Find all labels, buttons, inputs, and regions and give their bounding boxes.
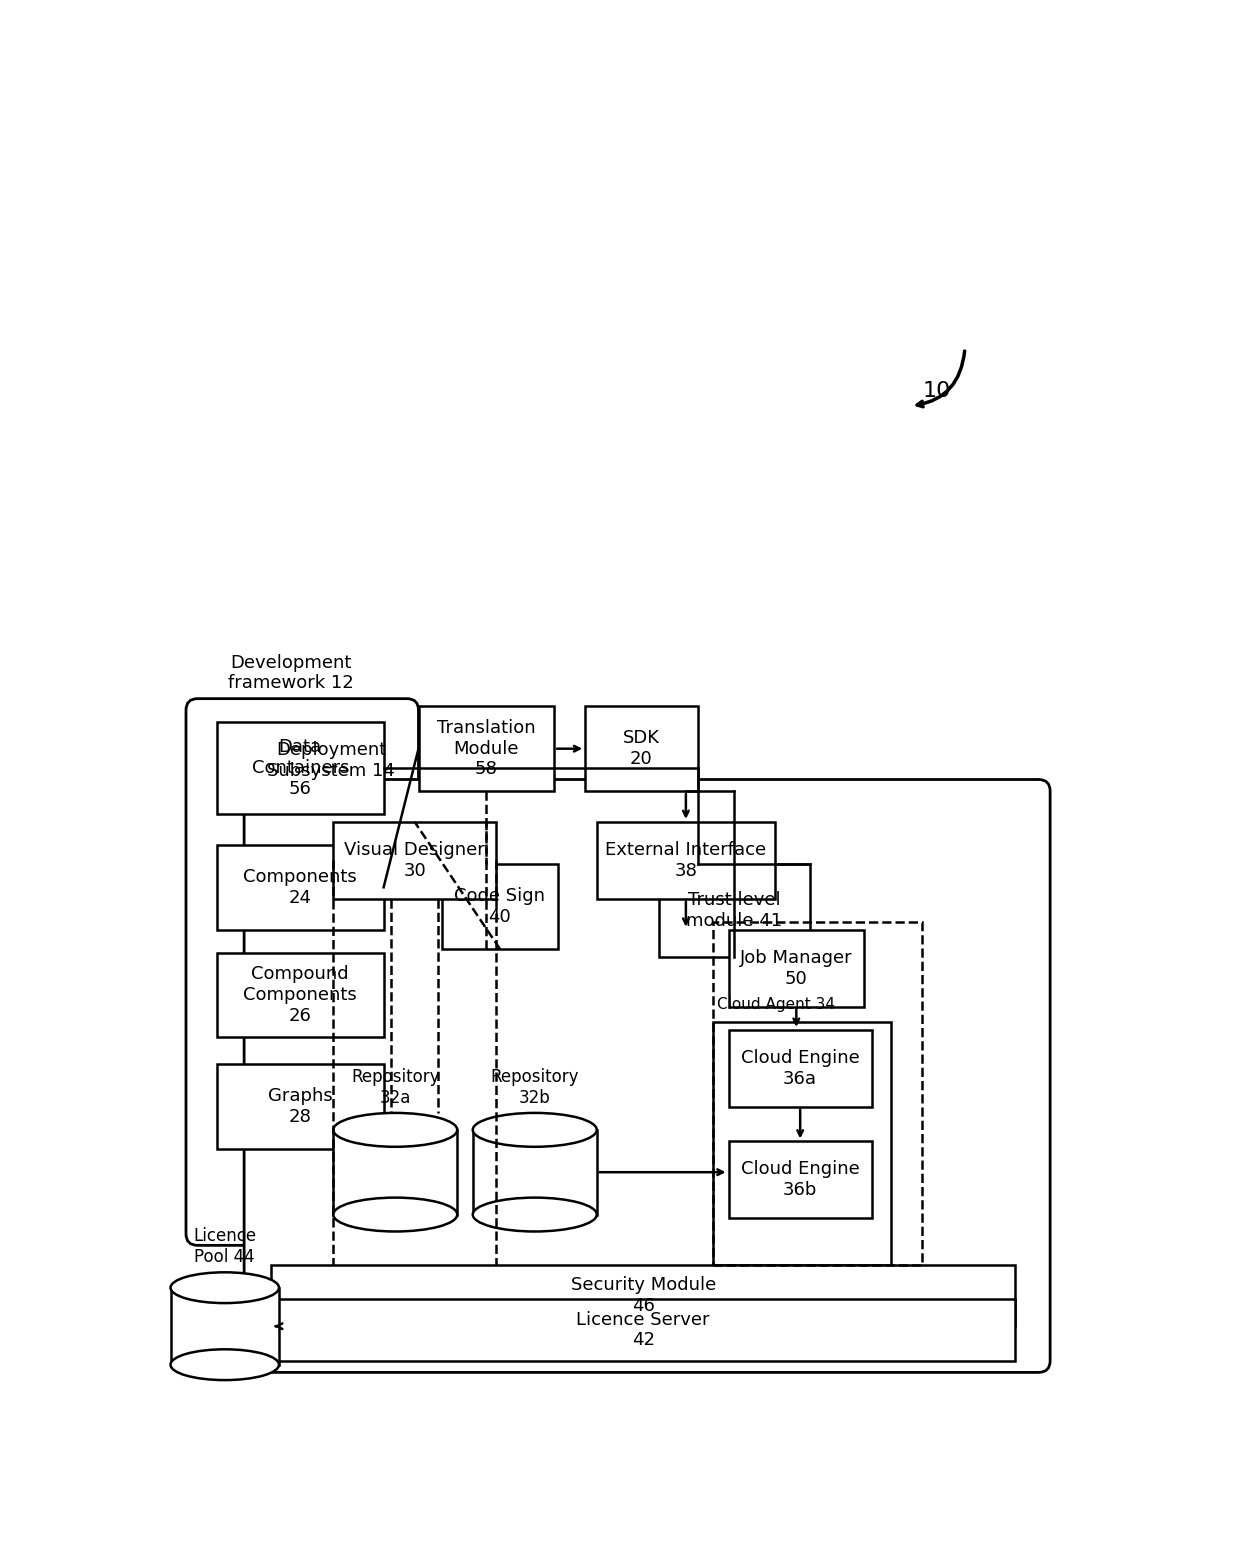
Bar <box>217 953 383 1037</box>
Bar <box>217 844 383 930</box>
Bar <box>217 1065 383 1149</box>
Text: Data
Containers
56: Data Containers 56 <box>252 739 350 798</box>
Ellipse shape <box>472 1113 596 1146</box>
Bar <box>729 1029 872 1107</box>
Text: Trust level
module 41: Trust level module 41 <box>686 891 782 930</box>
Bar <box>658 865 810 956</box>
Ellipse shape <box>472 1197 596 1232</box>
Text: Code Sign
40: Code Sign 40 <box>454 888 546 925</box>
Text: Deployment
Subsystem 14: Deployment Subsystem 14 <box>268 740 396 779</box>
Text: Cloud Agent 34: Cloud Agent 34 <box>717 997 835 1012</box>
Ellipse shape <box>171 1350 279 1381</box>
Text: Cloud Engine
36b: Cloud Engine 36b <box>740 1160 859 1199</box>
Ellipse shape <box>334 1113 458 1146</box>
Text: Visual Designer
30: Visual Designer 30 <box>345 841 485 880</box>
Bar <box>272 1264 1016 1326</box>
Bar <box>217 722 383 815</box>
Bar <box>713 1022 892 1264</box>
FancyBboxPatch shape <box>244 779 1050 1373</box>
Bar <box>729 930 864 1006</box>
Text: Repository
32b: Repository 32b <box>491 1068 579 1107</box>
Text: 10: 10 <box>923 381 951 401</box>
Bar <box>334 1130 458 1214</box>
Text: Components
24: Components 24 <box>243 868 357 907</box>
Text: Graphs
28: Graphs 28 <box>268 1087 332 1126</box>
Text: Licence
Pool 44: Licence Pool 44 <box>193 1227 257 1266</box>
Text: Security Module
46: Security Module 46 <box>570 1277 715 1316</box>
Text: Development
framework 12: Development framework 12 <box>228 653 353 692</box>
Text: Job Manager
50: Job Manager 50 <box>740 949 853 987</box>
Bar <box>713 922 923 1264</box>
Text: SDK
20: SDK 20 <box>622 729 660 768</box>
Bar <box>171 1288 279 1365</box>
Ellipse shape <box>171 1272 279 1303</box>
FancyBboxPatch shape <box>186 698 419 1246</box>
Bar <box>334 823 496 899</box>
Bar <box>585 706 697 791</box>
Bar <box>472 1130 596 1214</box>
Bar <box>419 706 554 791</box>
Text: Licence Server
42: Licence Server 42 <box>577 1311 711 1350</box>
Bar <box>441 865 558 949</box>
Ellipse shape <box>334 1197 458 1232</box>
Text: Translation
Module
58: Translation Module 58 <box>436 718 536 779</box>
Bar <box>729 1141 872 1219</box>
Text: External Interface
38: External Interface 38 <box>605 841 766 880</box>
Bar <box>596 823 775 899</box>
Text: Compound
Components
26: Compound Components 26 <box>243 966 357 1025</box>
Text: Cloud Engine
36a: Cloud Engine 36a <box>740 1050 859 1087</box>
Bar <box>272 1300 1016 1361</box>
Text: Repository
32a: Repository 32a <box>351 1068 439 1107</box>
